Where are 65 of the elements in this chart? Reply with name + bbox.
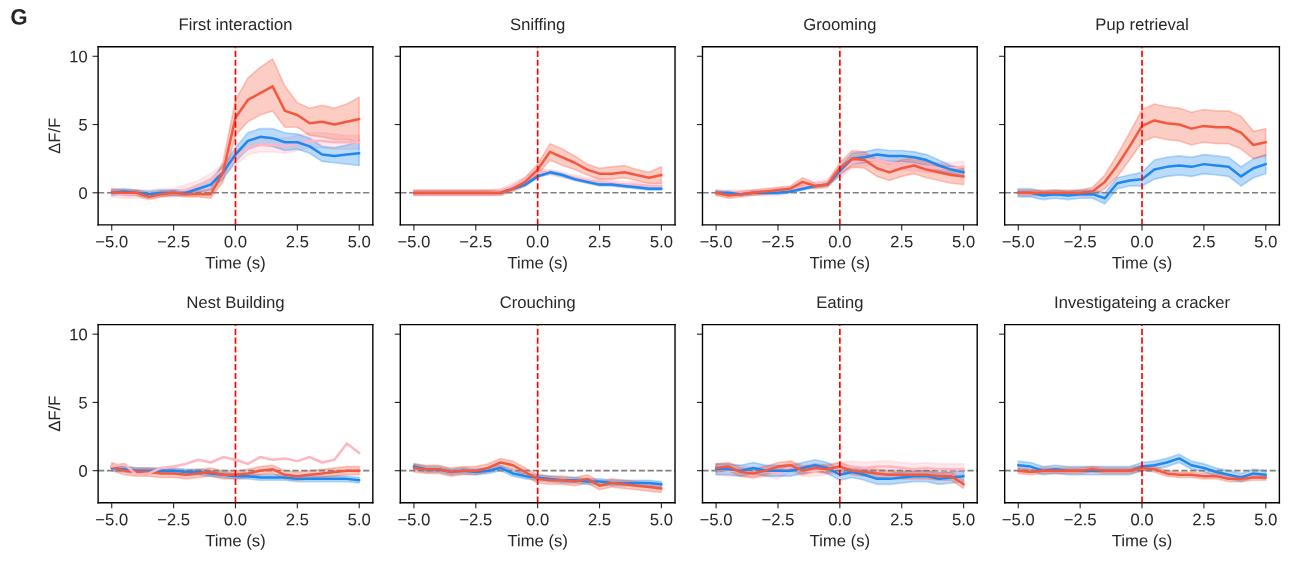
x-tick-label: −2.5 — [1064, 235, 1096, 248]
x-tick-label: 5.0 — [348, 235, 371, 248]
chart-title: Grooming — [804, 17, 876, 34]
x-tick-label: −2.5 — [762, 513, 794, 526]
chart-title: Crouching — [500, 295, 575, 312]
x-tick-label: 5.0 — [650, 513, 673, 526]
y-tick-label: 5 — [79, 397, 87, 409]
x-axis-title: Time (s) — [1112, 256, 1172, 272]
text: G — [11, 9, 27, 25]
x-tick-label: 0.0 — [526, 235, 549, 248]
y-tick-label: 5 — [79, 119, 87, 131]
x-tick-label: −5.0 — [700, 235, 732, 248]
x-tick-label: 5.0 — [952, 513, 975, 526]
y-tick-label: 10 — [70, 50, 88, 63]
x-tick-label: −5.0 — [398, 513, 430, 526]
y-axis-title: ΔF/F — [48, 118, 61, 154]
y-tick-label: 0 — [79, 465, 88, 477]
y-tick-label: 0 — [79, 187, 88, 199]
x-axis-title: Time (s) — [1112, 534, 1172, 550]
chart-title: Investigateing a cracker — [1055, 295, 1230, 312]
x-tick-label: −2.5 — [460, 235, 492, 248]
x-tick-label: 0.0 — [224, 235, 247, 248]
x-tick-label: 2.5 — [286, 235, 309, 248]
x-tick-label: 5.0 — [1254, 235, 1277, 248]
x-tick-label: −5.0 — [96, 513, 128, 526]
x-tick-label: 5.0 — [650, 235, 673, 248]
y-tick-label: 10 — [70, 328, 88, 341]
x-tick-label: −2.5 — [157, 235, 190, 248]
x-axis-title: Time (s) — [205, 534, 265, 550]
x-tick-label: 0.0 — [1131, 235, 1153, 248]
x-tick-label: −5.0 — [1002, 513, 1035, 526]
x-tick-label: 2.5 — [588, 235, 611, 248]
x-tick-label: 0.0 — [828, 235, 851, 248]
x-tick-label: 2.5 — [588, 513, 611, 526]
x-tick-label: −2.5 — [157, 513, 190, 526]
x-tick-label: −5.0 — [398, 235, 430, 248]
x-tick-label: 2.5 — [1193, 235, 1215, 248]
chart-title: Pup retrieval — [1096, 17, 1188, 34]
x-tick-label: 5.0 — [1254, 513, 1277, 526]
x-axis-title: Time (s) — [507, 256, 567, 272]
x-axis-title: Time (s) — [809, 256, 870, 272]
x-tick-label: −2.5 — [762, 235, 794, 248]
x-tick-label: 2.5 — [286, 513, 309, 526]
chart-title: Nest Building — [187, 295, 284, 312]
y-axis-title: ΔF/F — [48, 396, 61, 432]
x-tick-label: −2.5 — [460, 513, 492, 526]
x-tick-label: 2.5 — [890, 513, 913, 526]
x-tick-label: 5.0 — [348, 513, 371, 526]
x-axis-title: Time (s) — [507, 534, 567, 550]
x-tick-label: 0.0 — [526, 513, 549, 526]
x-tick-label: −5.0 — [700, 513, 732, 526]
x-tick-label: 2.5 — [1193, 513, 1215, 526]
x-tick-label: −5.0 — [1002, 235, 1035, 248]
x-tick-label: 2.5 — [890, 235, 913, 248]
x-tick-label: 0.0 — [828, 513, 851, 526]
x-tick-label: 0.0 — [224, 513, 247, 526]
x-axis-title: Time (s) — [205, 256, 265, 272]
x-tick-label: −2.5 — [1064, 513, 1096, 526]
x-tick-label: 5.0 — [952, 235, 975, 248]
chart-title: Sniffing — [510, 17, 565, 34]
chart-title: First interaction — [179, 17, 292, 31]
chart-title: Eating — [817, 295, 863, 312]
x-axis-title: Time (s) — [809, 534, 870, 550]
x-tick-label: 0.0 — [1131, 513, 1153, 526]
x-tick-label: −5.0 — [96, 235, 128, 248]
